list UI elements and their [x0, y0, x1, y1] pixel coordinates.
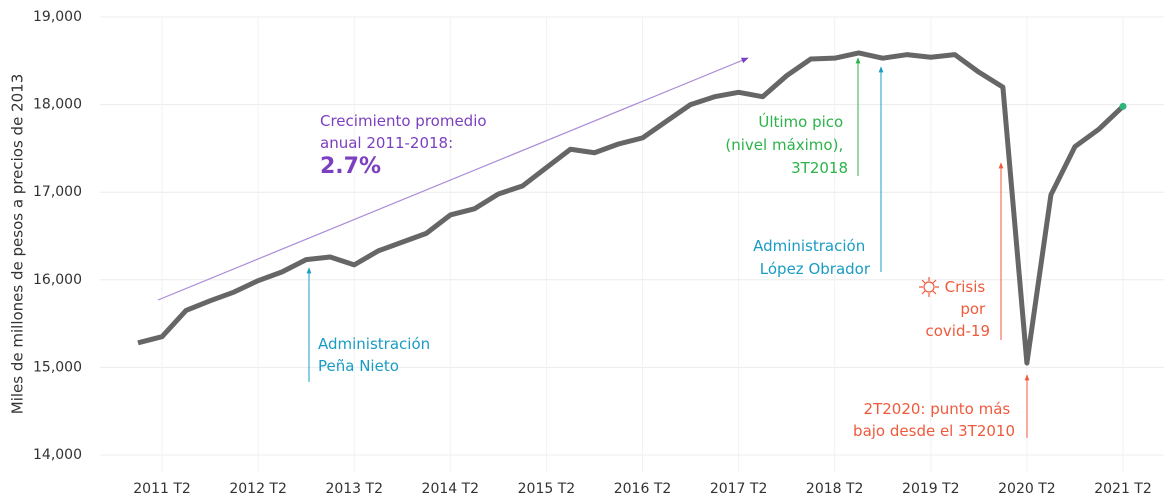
x-tick-label: 2019 T2 [902, 481, 960, 497]
x-tick-label: 2017 T2 [710, 481, 768, 497]
annotation-value: 2.7% [320, 154, 381, 179]
annotation: 2T2020: punto más bajo desde el 3T2010 [853, 400, 1015, 440]
annotation: Administración Peña Nieto [318, 335, 435, 375]
annotation: Administración López Obrador [753, 237, 871, 278]
y-tick-label: 18,000 [33, 97, 82, 113]
grid [100, 16, 1164, 473]
line [137, 50, 1125, 366]
trend-arrow [157, 57, 749, 301]
x-tick-label: 2013 T2 [325, 481, 383, 497]
virus-icon [919, 277, 939, 297]
x-tick-label: 2016 T2 [614, 481, 672, 497]
x-tick-label: 2018 T2 [806, 481, 864, 497]
x-tick-label: 2015 T2 [518, 481, 576, 497]
y-tick-label: 19,000 [33, 9, 82, 25]
x-tick-label: 2021 T2 [1094, 481, 1152, 497]
annotation: Crecimiento promedio anual 2011-2018: [320, 112, 491, 152]
x-tick-label: 2014 T2 [422, 481, 480, 497]
annotation: Crisis por covid-19 [926, 278, 991, 340]
y-tick-label: 15,000 [33, 359, 82, 375]
y-tick-label: 14,000 [33, 447, 82, 463]
end-point [1119, 102, 1127, 110]
x-tick-label: 2011 T2 [133, 481, 191, 497]
x-tick-label: 2020 T2 [998, 481, 1056, 497]
x-tick-label: 2012 T2 [229, 481, 287, 497]
y-tick-label: 17,000 [33, 184, 82, 200]
y-axis-label: Miles de millones de pesos a precios de … [9, 74, 27, 414]
y-tick-label: 16,000 [33, 272, 82, 288]
annotation: Último pico (nivel máximo), 3T2018 [725, 112, 848, 177]
